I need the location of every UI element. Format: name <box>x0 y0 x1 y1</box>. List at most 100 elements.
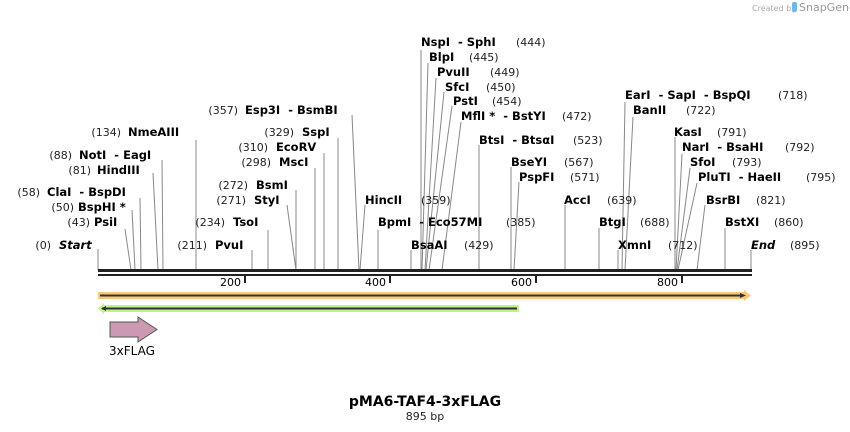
site-name: NotI - EagI <box>79 148 151 162</box>
site-sfci[interactable]: SfcI (450) <box>445 80 516 94</box>
site-name: NspI - SphI <box>421 35 496 49</box>
site-bpmi[interactable]: BpmI - Eco57MI (385) <box>378 215 536 229</box>
site-clai[interactable]: (58) ClaI - BspDI <box>17 185 125 199</box>
snapgene-logo-icon <box>792 2 797 12</box>
site-name: PstI <box>453 94 478 108</box>
site-name: BlpI <box>429 50 454 64</box>
site-blpi[interactable]: BlpI (445) <box>429 50 499 64</box>
site-psii[interactable]: (43) PsiI <box>67 215 117 229</box>
site-acci[interactable]: AccI (639) <box>564 193 637 207</box>
site-pvui[interactable]: (211) PvuI <box>177 238 243 252</box>
site-pos: (718) <box>778 89 808 102</box>
end-position: (895) <box>790 239 820 252</box>
site-btgi[interactable]: BtgI (688) <box>599 215 670 229</box>
site-psti[interactable]: PstI (454) <box>453 94 522 108</box>
orf-reverse[interactable] <box>98 303 519 314</box>
site-pos: (298) <box>241 156 271 169</box>
site-pos: (385) <box>506 216 536 229</box>
site-pluti[interactable]: PluTI - HaeII (795) <box>698 170 836 184</box>
site-name: KasI <box>674 125 702 139</box>
start-label: Start <box>59 238 92 252</box>
site-noti[interactable]: (88) NotI - EagI <box>49 148 151 162</box>
site-pos: (429) <box>464 239 494 252</box>
ruler-label-800: 800 <box>657 276 678 289</box>
site-name: SspI <box>302 125 330 139</box>
site-name: PsiI <box>94 215 117 229</box>
site-pos: (134) <box>91 126 121 139</box>
site-pos: (795) <box>806 171 836 184</box>
site-name: BanII <box>633 103 666 117</box>
site-btsi[interactable]: BtsI - BtsαI (523) <box>479 133 603 147</box>
site-name: BsrBI <box>706 193 740 207</box>
site-pos: (821) <box>756 194 786 207</box>
site-esp3i[interactable]: (357) Esp3I - BsmBI <box>208 103 337 117</box>
ruler-bottom-strand <box>98 274 752 276</box>
start-position: (0) <box>35 239 51 252</box>
site-pos: (310) <box>238 141 268 154</box>
site-banii[interactable]: BanII (722) <box>633 103 716 117</box>
site-name: TsoI <box>233 215 258 229</box>
site-pvuii[interactable]: PvuII (449) <box>437 65 520 79</box>
site-pos: (639) <box>607 194 637 207</box>
site-pos: (50) <box>51 201 74 214</box>
ruler-label-600: 600 <box>511 276 532 289</box>
site-sspi[interactable]: (329) SspI <box>264 125 329 139</box>
site-hindiii[interactable]: (81) HindIII <box>68 163 139 177</box>
site-sfoi[interactable]: SfoI (793) <box>690 155 762 169</box>
site-name: AccI <box>564 193 591 207</box>
site-name: BseYI <box>511 155 547 169</box>
site-nspi[interactable]: NspI - SphI (444) <box>421 35 546 49</box>
site-pos: (329) <box>264 126 294 139</box>
end-label: End <box>751 238 776 252</box>
site-pos: (523) <box>573 134 603 147</box>
site-name: BtsI - BtsαI <box>479 133 554 147</box>
site-pos: (454) <box>492 95 522 108</box>
site-name: BpmI - Eco57MI <box>378 215 482 229</box>
site-pos: (793) <box>732 156 762 169</box>
site-ecorv[interactable]: (310) EcoRV <box>238 140 316 154</box>
site-pos: (272) <box>218 179 248 192</box>
site-name: PluTI - HaeII <box>698 170 781 184</box>
ruler-tick <box>244 276 246 283</box>
site-pos: (271) <box>216 194 246 207</box>
site-name: SfcI <box>445 80 469 94</box>
site-mfli[interactable]: MflI * - BstYI (472) <box>461 109 592 123</box>
site-pos: (472) <box>562 110 592 123</box>
site-pos: (712) <box>668 239 698 252</box>
site-pos: (791) <box>717 126 747 139</box>
credit-prefix: Created by <box>752 4 796 13</box>
site-pos: (445) <box>469 51 499 64</box>
orf-forward[interactable] <box>98 290 751 301</box>
site-bstxi[interactable]: BstXI (860) <box>725 215 804 229</box>
site-bsrbi[interactable]: BsrBI (821) <box>706 193 786 207</box>
site-bsaai[interactable]: BsaAI (429) <box>411 238 494 252</box>
site-name: HindIII <box>97 163 140 177</box>
feature-3xflag[interactable]: 3xFLAG <box>109 316 158 358</box>
site-pos: (444) <box>516 36 546 49</box>
site-name: ClaI - BspDI <box>47 185 126 199</box>
site-nmeaiii[interactable]: (134) NmeAIII <box>91 125 179 139</box>
site-leader-lines <box>97 50 752 271</box>
site-pos: (449) <box>490 66 520 79</box>
site-msci[interactable]: (298) MscI <box>241 155 308 169</box>
ruler-tick <box>535 276 537 283</box>
site-bseyi[interactable]: BseYI (567) <box>511 155 594 169</box>
site-pos: (357) <box>208 104 238 117</box>
site-pos: (43) <box>67 216 90 229</box>
site-nari[interactable]: NarI - BsaHI (792) <box>682 140 815 154</box>
sequence-ruler: 200 400 600 800 <box>98 269 752 289</box>
site-hincii[interactable]: HincII (359) <box>365 193 451 207</box>
site-pos: (860) <box>774 216 804 229</box>
site-pspfi[interactable]: PspFI (571) <box>519 170 600 184</box>
site-name: PvuII <box>437 65 470 79</box>
site-bsmi[interactable]: (272) BsmI <box>218 178 287 192</box>
ruler-tick <box>681 276 683 283</box>
site-tsoi[interactable]: (234) TsoI <box>195 215 258 229</box>
site-xmni[interactable]: XmnI (712) <box>618 238 698 252</box>
site-styi[interactable]: (271) StyI <box>216 193 279 207</box>
end-marker: End (895) <box>751 238 820 252</box>
site-eari[interactable]: EarI - SapI - BspQI (718) <box>625 88 808 102</box>
site-kasi[interactable]: KasI (791) <box>674 125 747 139</box>
site-bsphi[interactable]: (50) BspHI * <box>51 200 125 214</box>
